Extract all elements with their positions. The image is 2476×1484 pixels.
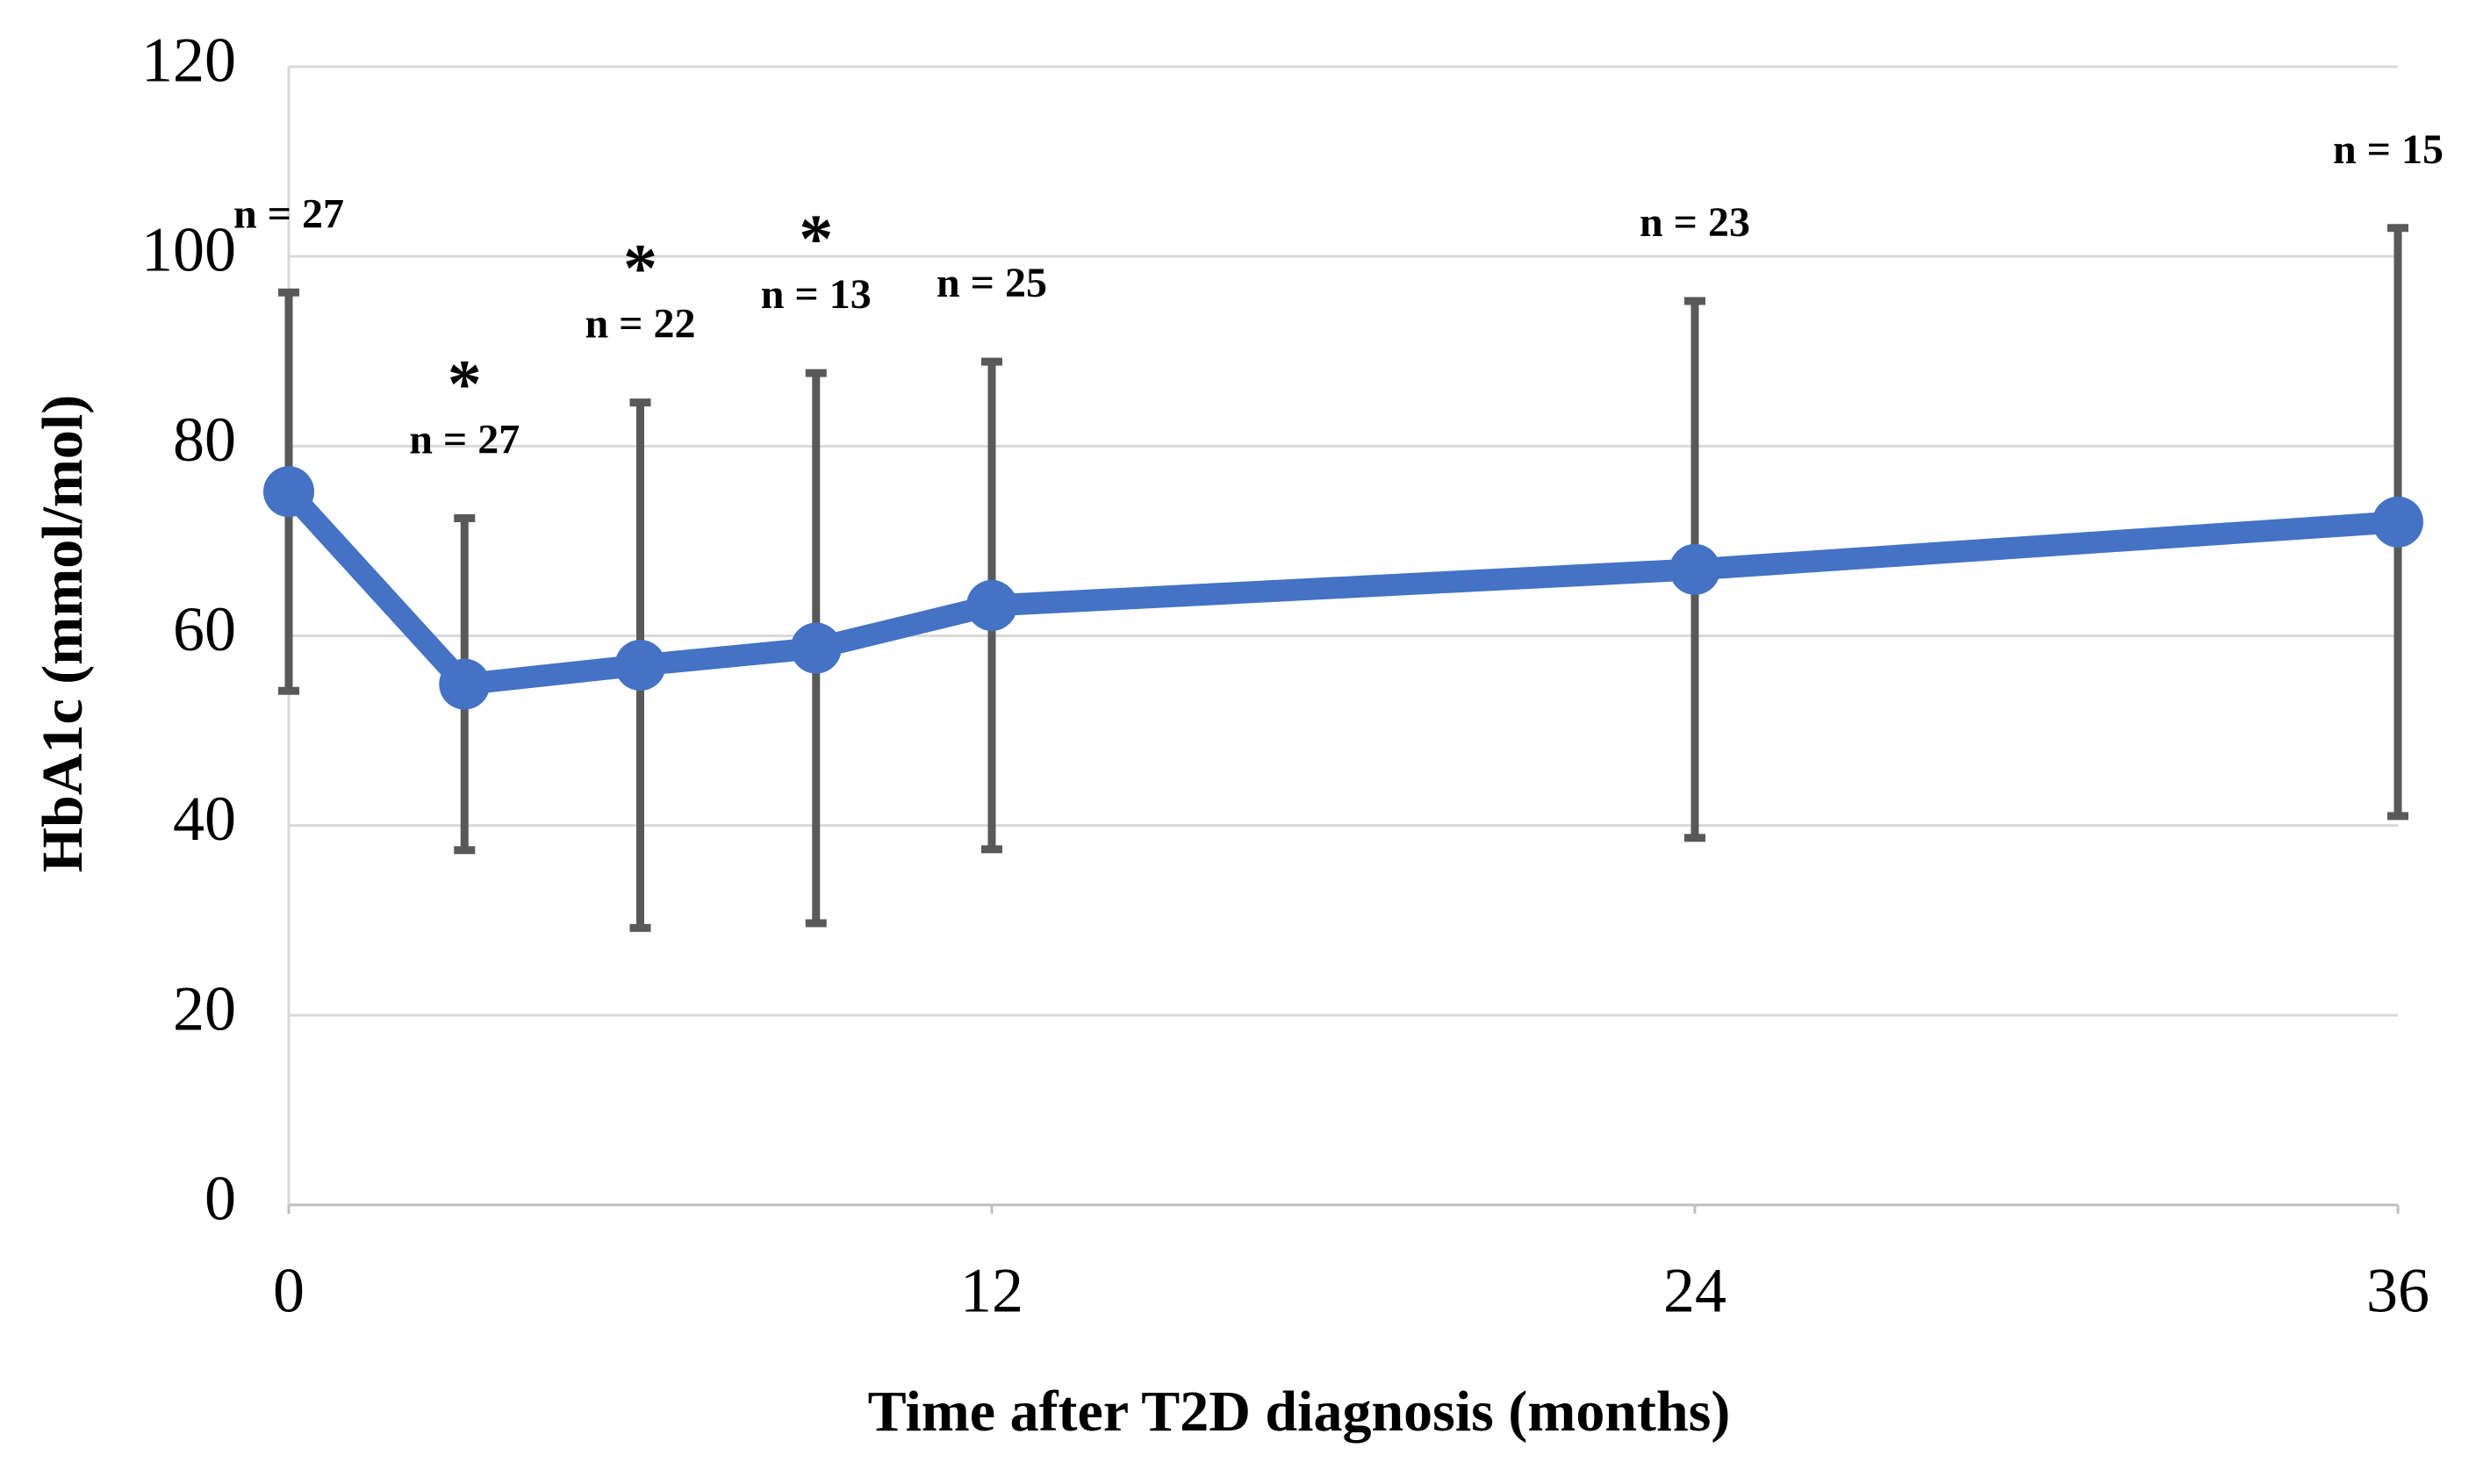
data-point xyxy=(263,466,314,518)
y-tick-label: 120 xyxy=(141,25,236,96)
x-tick-label: 24 xyxy=(1663,1256,1726,1326)
significance-marker: * xyxy=(448,345,482,421)
x-tick-label: 36 xyxy=(2366,1256,2429,1326)
n-label: n = 25 xyxy=(937,260,1047,306)
y-tick-label: 0 xyxy=(205,1164,236,1234)
n-label: n = 15 xyxy=(2333,126,2444,173)
y-tick-label: 100 xyxy=(141,215,236,285)
y-tick-label: 60 xyxy=(173,594,236,664)
n-label: n = 23 xyxy=(1640,199,1750,246)
n-label: n = 27 xyxy=(409,416,520,462)
n-label: n = 13 xyxy=(761,271,872,318)
data-point xyxy=(1669,543,1720,595)
data-point xyxy=(790,622,842,674)
y-tick-label: 40 xyxy=(173,784,236,854)
x-tick-label: 12 xyxy=(960,1256,1023,1326)
data-point xyxy=(614,640,666,692)
significance-marker: * xyxy=(623,230,657,306)
x-axis-title: Time after T2D diagnosis (months) xyxy=(868,1380,1731,1444)
n-label: n = 22 xyxy=(585,301,695,348)
x-tick-label: 0 xyxy=(273,1256,305,1326)
n-label: n = 27 xyxy=(233,190,344,237)
significance-marker: * xyxy=(799,200,833,276)
y-axis-title: HbA1c (mmol/mol) xyxy=(31,395,95,872)
y-tick-label: 20 xyxy=(173,973,236,1043)
data-point xyxy=(966,579,1017,631)
y-tick-label: 80 xyxy=(173,405,236,475)
data-line xyxy=(280,484,2399,696)
data-point xyxy=(2372,496,2423,548)
data-point xyxy=(439,658,491,710)
